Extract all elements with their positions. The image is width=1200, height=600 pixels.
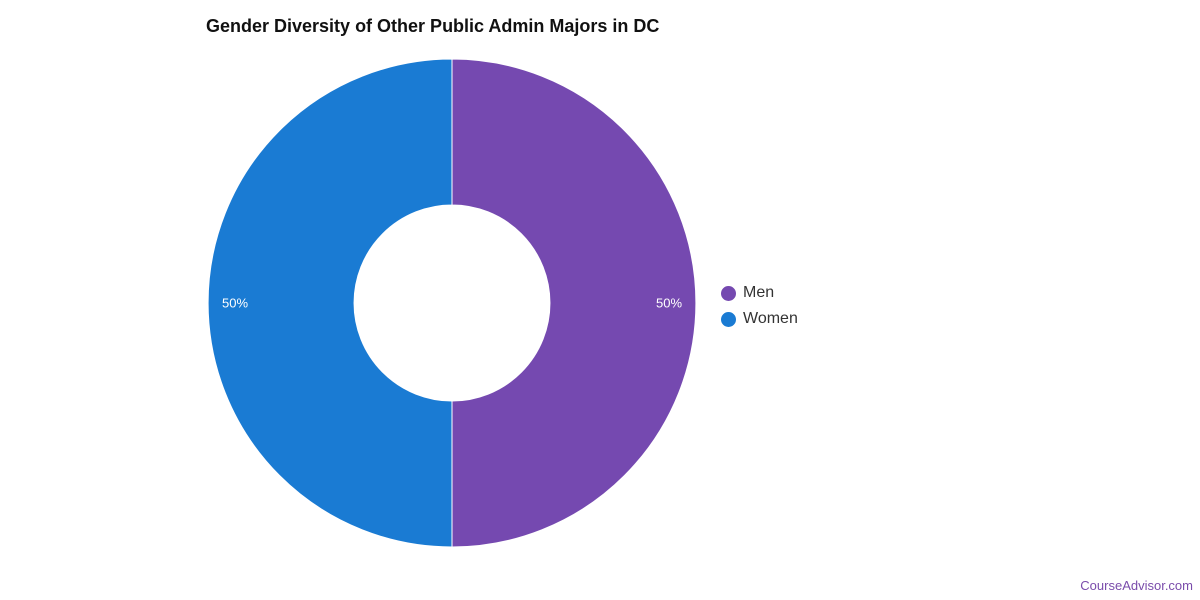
legend-item-men[interactable]: Men (721, 280, 798, 306)
slice-women[interactable] (207, 58, 453, 548)
chart-title: Gender Diversity of Other Public Admin M… (206, 16, 660, 36)
source-watermark[interactable]: CourseAdvisor.com (1080, 578, 1193, 593)
legend-label-men: Men (743, 284, 775, 301)
legend-label-women: Women (743, 310, 798, 327)
legend-swatch-women (721, 311, 736, 327)
data-label-women: 50% (222, 296, 248, 311)
slice-men[interactable] (451, 58, 697, 548)
data-label-men: 50% (656, 296, 682, 311)
legend: Men Women (721, 280, 798, 332)
legend-swatch-men (721, 285, 736, 301)
legend-item-women[interactable]: Women (721, 306, 798, 332)
